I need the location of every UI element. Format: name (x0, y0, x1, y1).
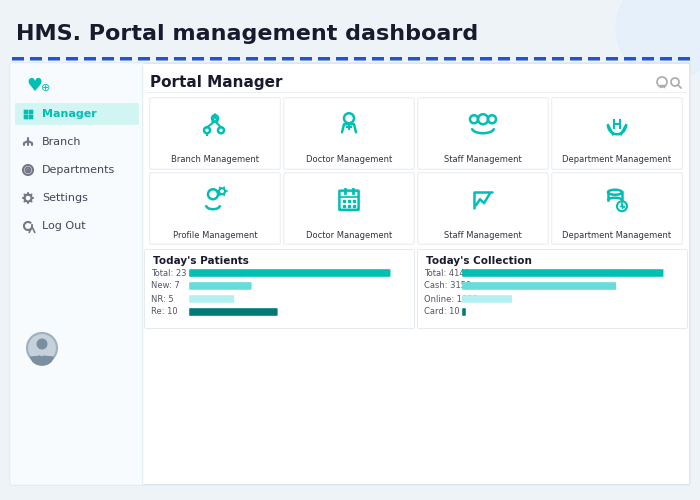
Text: Doctor Management: Doctor Management (306, 156, 392, 164)
FancyBboxPatch shape (144, 250, 414, 328)
FancyBboxPatch shape (516, 57, 528, 60)
FancyBboxPatch shape (138, 57, 150, 60)
Text: Branch Management: Branch Management (171, 156, 259, 164)
Text: Branch: Branch (42, 137, 81, 147)
Text: Cash: 3159: Cash: 3159 (424, 282, 471, 290)
FancyBboxPatch shape (24, 114, 28, 119)
FancyBboxPatch shape (462, 57, 474, 60)
FancyBboxPatch shape (462, 269, 664, 277)
FancyBboxPatch shape (120, 57, 132, 60)
Text: Profile Management: Profile Management (173, 230, 258, 239)
Text: NR: 5: NR: 5 (151, 294, 174, 304)
FancyBboxPatch shape (570, 57, 582, 60)
FancyBboxPatch shape (372, 57, 384, 60)
FancyBboxPatch shape (174, 57, 186, 60)
FancyBboxPatch shape (284, 173, 414, 244)
FancyBboxPatch shape (48, 57, 60, 60)
Text: Departments: Departments (42, 165, 116, 175)
FancyBboxPatch shape (15, 103, 139, 125)
FancyBboxPatch shape (552, 57, 564, 60)
FancyBboxPatch shape (318, 57, 330, 60)
Circle shape (36, 338, 48, 349)
FancyBboxPatch shape (426, 57, 438, 60)
Text: Manager: Manager (42, 109, 97, 119)
FancyBboxPatch shape (150, 173, 280, 244)
FancyBboxPatch shape (84, 57, 96, 60)
FancyBboxPatch shape (606, 57, 618, 60)
FancyBboxPatch shape (30, 57, 42, 60)
FancyBboxPatch shape (336, 57, 348, 60)
FancyBboxPatch shape (192, 57, 204, 60)
Text: Department Management: Department Management (562, 230, 671, 239)
FancyBboxPatch shape (624, 57, 636, 60)
FancyBboxPatch shape (462, 282, 616, 290)
FancyBboxPatch shape (189, 308, 278, 316)
Text: Department Management: Department Management (562, 156, 671, 164)
FancyBboxPatch shape (29, 114, 34, 119)
Text: ♥: ♥ (26, 77, 42, 95)
FancyBboxPatch shape (418, 173, 548, 244)
FancyBboxPatch shape (418, 98, 548, 169)
FancyBboxPatch shape (189, 295, 234, 303)
FancyBboxPatch shape (444, 57, 456, 60)
FancyBboxPatch shape (552, 173, 682, 244)
FancyBboxPatch shape (678, 57, 690, 60)
Circle shape (616, 0, 700, 80)
FancyBboxPatch shape (10, 63, 690, 485)
FancyBboxPatch shape (102, 57, 114, 60)
Text: Online: 1000: Online: 1000 (424, 294, 477, 304)
Text: ⊕: ⊕ (41, 83, 50, 93)
FancyBboxPatch shape (417, 250, 687, 328)
Circle shape (27, 333, 57, 363)
FancyBboxPatch shape (210, 57, 222, 60)
Text: New: 7: New: 7 (151, 282, 180, 290)
FancyBboxPatch shape (282, 57, 294, 60)
Text: Settings: Settings (42, 193, 88, 203)
Text: Today's Patients: Today's Patients (153, 256, 249, 266)
FancyBboxPatch shape (264, 57, 276, 60)
FancyBboxPatch shape (480, 57, 492, 60)
Text: Today's Collection: Today's Collection (426, 256, 532, 266)
FancyBboxPatch shape (228, 57, 240, 60)
Text: Staff Management: Staff Management (444, 156, 522, 164)
FancyBboxPatch shape (534, 57, 546, 60)
FancyBboxPatch shape (354, 57, 366, 60)
FancyBboxPatch shape (498, 57, 510, 60)
FancyBboxPatch shape (300, 57, 312, 60)
FancyBboxPatch shape (150, 98, 280, 169)
Text: Doctor Management: Doctor Management (306, 230, 392, 239)
Text: Card: 10: Card: 10 (424, 308, 460, 316)
FancyBboxPatch shape (10, 63, 144, 485)
FancyBboxPatch shape (29, 110, 34, 114)
Text: Staff Management: Staff Management (444, 230, 522, 239)
FancyBboxPatch shape (462, 308, 466, 316)
FancyBboxPatch shape (189, 269, 391, 277)
FancyBboxPatch shape (246, 57, 258, 60)
Circle shape (617, 201, 627, 211)
FancyBboxPatch shape (390, 57, 402, 60)
FancyBboxPatch shape (642, 57, 654, 60)
FancyBboxPatch shape (588, 57, 600, 60)
Text: Portal Manager: Portal Manager (150, 74, 283, 90)
Text: Log Out: Log Out (42, 221, 85, 231)
FancyBboxPatch shape (552, 98, 682, 169)
FancyBboxPatch shape (462, 295, 512, 303)
FancyBboxPatch shape (24, 110, 28, 114)
Text: Total: 4140: Total: 4140 (424, 268, 470, 278)
FancyBboxPatch shape (660, 57, 672, 60)
Text: HMS. Portal management dashboard: HMS. Portal management dashboard (16, 24, 478, 44)
FancyBboxPatch shape (66, 57, 78, 60)
FancyBboxPatch shape (408, 57, 420, 60)
FancyBboxPatch shape (284, 98, 414, 169)
Text: Total: 23: Total: 23 (151, 268, 186, 278)
Text: Re: 10: Re: 10 (151, 308, 178, 316)
FancyBboxPatch shape (189, 282, 251, 290)
FancyBboxPatch shape (12, 57, 24, 60)
FancyBboxPatch shape (156, 57, 168, 60)
